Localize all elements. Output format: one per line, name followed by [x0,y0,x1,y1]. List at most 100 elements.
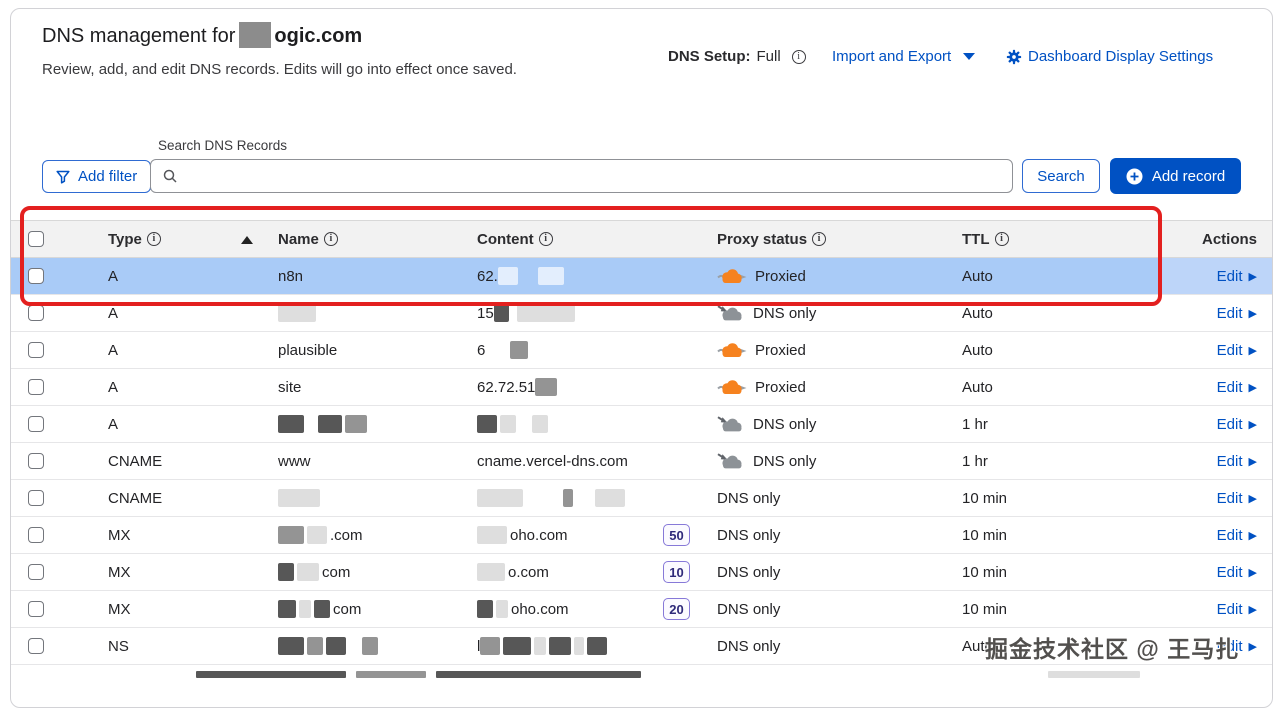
proxy-status-cell: DNS only [717,517,780,553]
edit-record-button[interactable]: Edit ▶ [1217,416,1257,433]
table-row: A DNS only 1 hr Edit ▶ [11,406,1272,443]
edit-arrow-icon: ▶ [1248,566,1257,579]
edit-label: Edit [1216,600,1243,618]
column-header-ttl[interactable]: TTL [962,221,1009,257]
record-type-cell: A [108,341,119,359]
sort-asc-icon [241,236,253,244]
edit-record-button[interactable]: Edit ▶ [1217,305,1257,322]
column-header-proxy-status[interactable]: Proxy status [717,221,827,257]
page-title: DNS management for ogic.com [42,22,362,48]
info-icon[interactable] [538,232,553,246]
actions-cell: Edit ▶ [1217,369,1257,405]
actions-cell: Edit ▶ [1217,554,1257,590]
edit-record-button[interactable]: Edit ▶ [1217,453,1257,470]
sticky-actions-background [1160,258,1272,294]
ttl-cell: 10 min [962,600,1008,618]
dashboard-display-settings-link[interactable]: Dashboard Display Settings [1006,48,1213,65]
row-checkbox[interactable] [28,638,44,654]
record-content-cell: oho.com [477,517,568,553]
column-header-name[interactable]: Name [278,221,338,257]
record-name-cell [278,295,319,331]
search-input[interactable] [178,160,1012,192]
edit-arrow-icon: ▶ [1248,455,1257,468]
add-record-label: Add record [1151,167,1226,185]
redaction-block [307,637,323,655]
row-checkbox-cell [28,628,44,664]
row-checkbox-cell [28,591,44,627]
search-button[interactable]: Search [1022,159,1100,193]
info-icon[interactable] [791,49,806,64]
search-box [150,159,1013,193]
ttl-cell: 10 min [962,563,1008,581]
ttl-cell: Auto [962,637,993,655]
redaction-block [436,671,641,678]
import-export-label: Import and Export [832,48,952,65]
edit-record-button[interactable]: Edit ▶ [1217,601,1257,618]
edit-record-button[interactable]: Edit ▶ [1217,268,1257,285]
proxied-cloud-icon [717,340,747,360]
column-header-content[interactable]: Content [477,221,553,257]
redaction-block [314,600,330,618]
edit-arrow-icon: ▶ [1248,307,1257,320]
record-type-cell: NS [108,637,129,655]
row-checkbox[interactable] [28,342,44,358]
ttl-cell: Auto [962,341,993,359]
edit-arrow-icon: ▶ [1248,344,1257,357]
info-icon[interactable] [812,232,827,246]
redaction-block [278,563,294,581]
row-checkbox[interactable] [28,453,44,469]
edit-arrow-icon: ▶ [1248,603,1257,616]
edit-record-button[interactable]: Edit ▶ [1217,638,1257,655]
add-filter-button[interactable]: Add filter [42,160,152,193]
redaction-block [549,637,572,655]
proxy-status-cell: DNS only [717,480,780,516]
add-record-button[interactable]: Add record [1110,158,1241,194]
redaction-block [196,671,346,678]
redaction-block [326,637,346,655]
redaction-block [299,600,311,618]
table-row: NS l DNS only Auto Edit ▶ [11,628,1272,665]
record-name-cell: site [278,378,302,396]
redaction-block [537,267,564,285]
row-checkbox[interactable] [28,305,44,321]
redaction-gap [521,267,535,285]
record-name-cell: com [278,554,350,590]
row-checkbox[interactable] [28,601,44,617]
redaction-block [307,526,327,544]
proxy-status-label: DNS only [753,452,817,470]
column-header-type[interactable]: Type [108,221,161,257]
record-content-cell: 62. [477,258,567,294]
actions-cell: Edit ▶ [1217,406,1257,442]
import-export-menu[interactable]: Import and Export [832,48,976,65]
redaction-block [510,341,529,359]
row-checkbox[interactable] [28,527,44,543]
actions-cell: Edit ▶ [1217,517,1257,553]
row-checkbox[interactable] [28,416,44,432]
redaction-block [278,415,304,433]
info-icon[interactable] [146,232,161,246]
record-name-cell [278,480,323,516]
edit-record-button[interactable]: Edit ▶ [1217,342,1257,359]
edit-record-button[interactable]: Edit ▶ [1217,379,1257,396]
edit-record-button[interactable]: Edit ▶ [1217,490,1257,507]
ttl-cell: 10 min [962,526,1008,544]
redaction-block [278,600,296,618]
select-all-checkbox[interactable] [28,231,44,247]
row-checkbox[interactable] [28,490,44,506]
record-content-cell: o.com [477,554,549,590]
row-checkbox[interactable] [28,268,44,284]
row-checkbox[interactable] [28,564,44,580]
edit-arrow-icon: ▶ [1248,270,1257,283]
edit-record-button[interactable]: Edit ▶ [1217,564,1257,581]
info-icon[interactable] [323,232,338,246]
proxy-status-label: DNS only [717,637,781,655]
proxied-cloud-icon [717,266,747,286]
info-icon[interactable] [994,232,1009,246]
row-checkbox[interactable] [28,379,44,395]
edit-record-button[interactable]: Edit ▶ [1217,527,1257,544]
ttl-cell: Auto [962,378,993,396]
mx-priority-badge: 20 [663,598,690,620]
